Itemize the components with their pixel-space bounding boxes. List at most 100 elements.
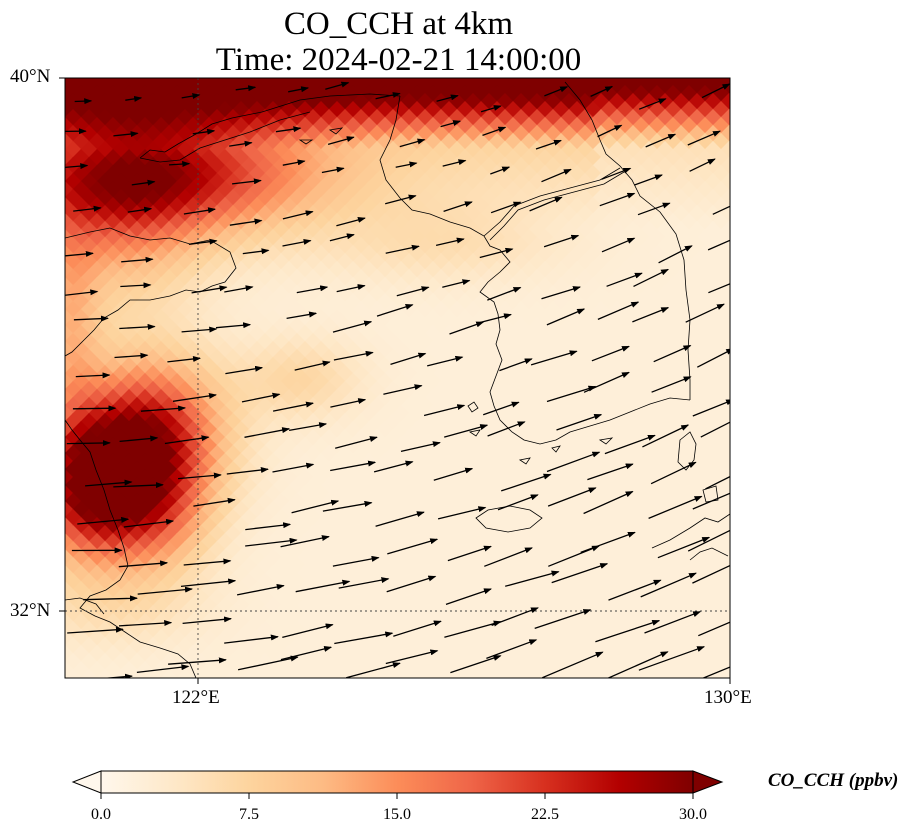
field-cell [88, 117, 106, 135]
field-cell [112, 189, 130, 207]
colorbar-tick-22-5: 22.5 [531, 806, 559, 823]
field-cell [736, 413, 754, 431]
field-cell [352, 509, 370, 527]
field-cell [288, 509, 306, 527]
field-cell [120, 149, 138, 167]
field-cell [592, 669, 610, 678]
field-cell [520, 78, 538, 87]
field-cell [65, 389, 74, 407]
field-cell [80, 237, 98, 255]
field-cell [65, 485, 74, 503]
wind-arrow [595, 619, 661, 643]
lat-tick-40n: 40°N [10, 66, 51, 87]
wind-arrow [336, 217, 366, 227]
field-cell [736, 285, 754, 303]
wind-arrow [127, 206, 153, 213]
field-cell [496, 509, 514, 527]
field-cell [712, 53, 730, 71]
field-cell [160, 125, 178, 143]
field-cell [672, 78, 690, 95]
map-panel [40, 53, 754, 703]
field-cell [65, 645, 66, 647]
wind-arrow [642, 424, 690, 448]
wind-arrow [376, 304, 414, 317]
field-cell [392, 501, 410, 519]
wind-arrow [113, 482, 164, 489]
wind-arrow [181, 93, 201, 100]
field-cell [104, 213, 122, 231]
field-cell [120, 165, 138, 183]
field-cell [65, 405, 66, 407]
field-cell [88, 78, 106, 87]
field-cell [312, 53, 330, 71]
field-cell [240, 157, 258, 175]
wind-arrow [484, 547, 533, 567]
wind-arrow [590, 85, 614, 97]
field-cell [208, 509, 226, 527]
wind-arrow [606, 651, 669, 678]
field-cell [168, 101, 186, 119]
wind-arrow [658, 245, 693, 264]
field-cell [88, 133, 106, 151]
field-cell [192, 221, 210, 239]
field-cell [400, 509, 418, 527]
field-cell [152, 181, 170, 199]
field-cell [120, 213, 138, 231]
field-cell [712, 78, 714, 79]
field-cell [136, 501, 154, 519]
wind-arrow [399, 138, 426, 148]
field-cell [224, 93, 242, 111]
wind-arrow [193, 497, 236, 507]
field-cell [688, 677, 690, 678]
field-cell [216, 78, 234, 87]
wind-arrow [708, 283, 730, 294]
wind-arrow [657, 536, 711, 559]
field-cell [152, 165, 170, 183]
wind-arrow [482, 126, 507, 137]
field-cell [736, 429, 754, 447]
wind-arrow [487, 286, 522, 301]
field-cell [184, 78, 186, 79]
field-cell [208, 93, 226, 111]
field-cell [632, 78, 650, 87]
wind-arrow [551, 563, 609, 584]
field-cell [720, 381, 730, 399]
wind-arrow [648, 495, 703, 520]
wind-arrow [75, 372, 111, 379]
field-cell [65, 645, 74, 663]
field-cell [216, 53, 234, 71]
field-cell [65, 213, 74, 231]
field-cell [736, 557, 754, 575]
wind-arrow [192, 128, 216, 135]
field-cell [432, 669, 450, 678]
field-cell [360, 53, 378, 71]
field-cell [192, 157, 210, 175]
field-cell [320, 669, 338, 678]
field-cell [456, 53, 474, 71]
field-cell [40, 261, 58, 279]
field-cell [65, 549, 66, 551]
field-cell [120, 78, 138, 87]
field-cell [296, 78, 298, 79]
wind-arrow [480, 105, 502, 113]
field-cell [720, 525, 730, 543]
field-cell [400, 685, 418, 703]
field-cell [208, 669, 226, 678]
field-cell [136, 78, 138, 79]
field-cell [248, 78, 250, 79]
wind-arrow [634, 174, 663, 186]
field-cell [65, 197, 74, 215]
field-cell [65, 421, 74, 439]
field-cell [65, 117, 74, 135]
field-cell [728, 492, 730, 496]
wind-arrow [701, 83, 730, 99]
wind-arrow [119, 435, 159, 443]
colorbar-tick-7-5: 7.5 [239, 806, 259, 823]
field-cell [264, 78, 282, 87]
field-cell [128, 78, 146, 95]
field-cell [72, 149, 90, 167]
field-cell [65, 357, 74, 375]
field-cell [408, 78, 426, 87]
field-cell [400, 677, 402, 678]
field-cell [65, 149, 74, 167]
